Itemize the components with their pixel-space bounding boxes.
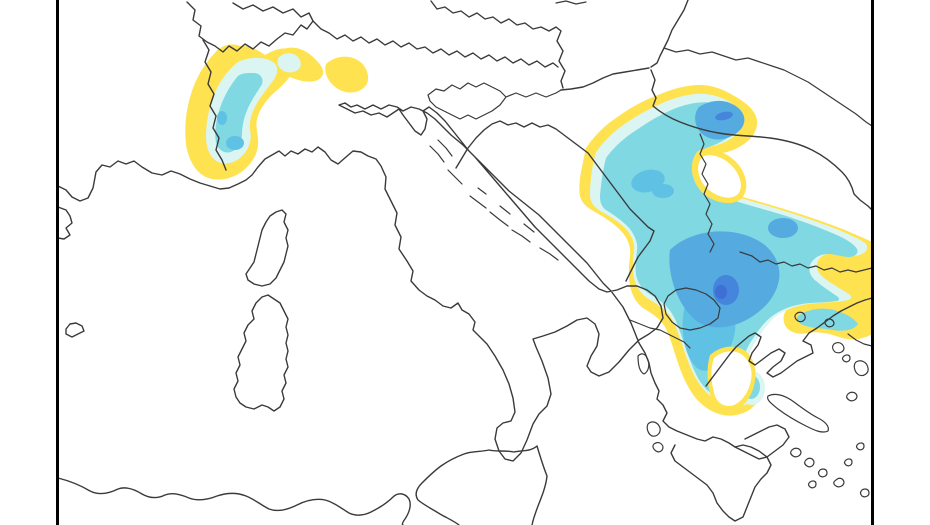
island-menorca	[65, 322, 85, 338]
border-croatia-hungary	[560, 67, 650, 91]
precip-l1-alpine-patch-east	[325, 56, 369, 93]
coastline-peloponnese	[670, 424, 790, 522]
precip-l3b-serbia-spot-2	[652, 184, 674, 198]
islands-aegean	[790, 311, 870, 498]
islands-dalmatian	[429, 139, 559, 261]
border-alps	[312, 20, 559, 68]
border-hungary-top	[555, 0, 587, 5]
precip-l2-lombardy-pocket	[277, 53, 301, 73]
island-sardinia	[233, 294, 289, 412]
coastline-turkey-fragment	[847, 333, 873, 347]
border-slovenia	[427, 82, 562, 120]
coastline-north-aegean	[705, 297, 873, 387]
border-france-italy	[202, 39, 227, 171]
coastline-spain	[57, 206, 73, 240]
border-romania-north	[663, 47, 873, 127]
border-danube	[650, 69, 873, 211]
precip-l6-macedonia-core	[715, 285, 727, 299]
precip-l4-east-bulgaria-spot	[768, 218, 798, 238]
precip-hole-northeast	[698, 155, 741, 198]
precip-l4-sofia-spot	[734, 246, 762, 278]
border-bosnia	[455, 120, 655, 282]
border-albania-greece	[629, 319, 691, 349]
coastline-mainland	[57, 102, 736, 462]
border-macedonia	[663, 287, 721, 331]
island-sicily	[415, 445, 548, 525]
border-bulgaria-greece	[739, 251, 873, 273]
islands-ionian	[637, 353, 664, 453]
border-serbia-bulgaria	[699, 133, 715, 253]
border-switzerland	[186, 1, 314, 53]
island-euboea	[767, 393, 829, 433]
precip-l3-northwest-italy	[215, 73, 263, 153]
map-frame-right	[871, 0, 874, 525]
precip-l3b-liguria-spot	[226, 136, 244, 150]
precip-l3b-piedmont-spot	[217, 111, 227, 125]
border-austria-north	[430, 0, 566, 89]
border-hungary-romania	[650, 0, 689, 68]
precip-l5-arm-streak	[715, 111, 733, 121]
island-corsica	[245, 209, 289, 287]
coastline-north-africa	[57, 477, 411, 525]
map-frame-left	[56, 0, 59, 525]
